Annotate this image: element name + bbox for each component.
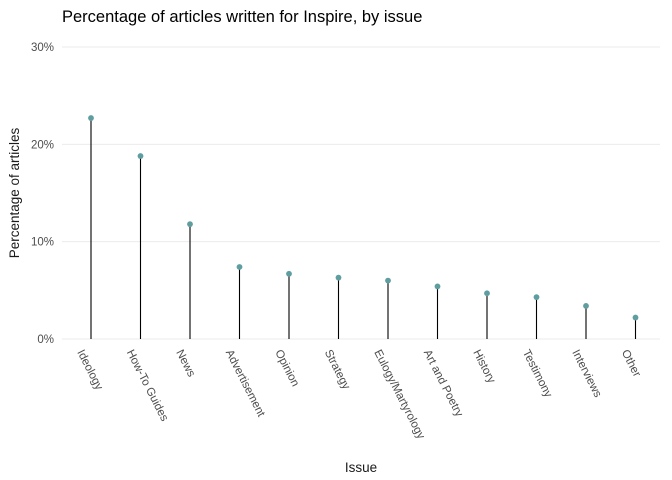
x-tick-label: Advertisement [223, 348, 267, 420]
point-5 [286, 270, 292, 277]
y-tick-label: 10% [31, 237, 54, 249]
x-tick-label: Strategy [322, 348, 352, 392]
x-tick-label: How-To Guides [124, 348, 170, 424]
point-3 [187, 221, 193, 228]
x-tick-label: Opinion [272, 348, 301, 389]
point-8 [434, 283, 441, 290]
x-tick-label: Testimony [520, 348, 554, 400]
x-tick-label: Interviews [569, 348, 603, 400]
points [88, 115, 639, 321]
x-tick-label: Ideology [74, 348, 105, 392]
y-tick-label: 30% [31, 42, 54, 54]
x-axis-title: Issue [345, 460, 377, 475]
point-7 [385, 277, 391, 284]
chart-title: Percentage of articles written for Inspi… [62, 8, 422, 26]
y-tick-label: 0% [37, 334, 54, 346]
point-4 [236, 264, 243, 270]
y-axis-title: Percentage of articles [7, 127, 22, 258]
stems [90, 118, 637, 339]
x-tick-label: Art and Poetry [421, 348, 465, 419]
point-2 [137, 153, 144, 159]
point-6 [335, 274, 342, 281]
x-tick-label: History [470, 348, 497, 386]
point-12 [632, 314, 639, 321]
point-10 [533, 294, 540, 301]
point-9 [484, 290, 490, 297]
x-tick-label: News [173, 348, 197, 379]
x-tick-label: Other [619, 348, 643, 379]
point-11 [583, 303, 589, 309]
gridlines [62, 46, 660, 340]
y-axis-ticks: 0% 10% 20% 30% [31, 42, 54, 346]
x-tick-label: Eulogy/Martyrology [371, 348, 426, 441]
y-tick-label: 20% [31, 139, 54, 151]
point-1 [88, 115, 94, 121]
x-axis-ticks: Ideology How-To Guides News Advertisement Op… [74, 348, 642, 441]
